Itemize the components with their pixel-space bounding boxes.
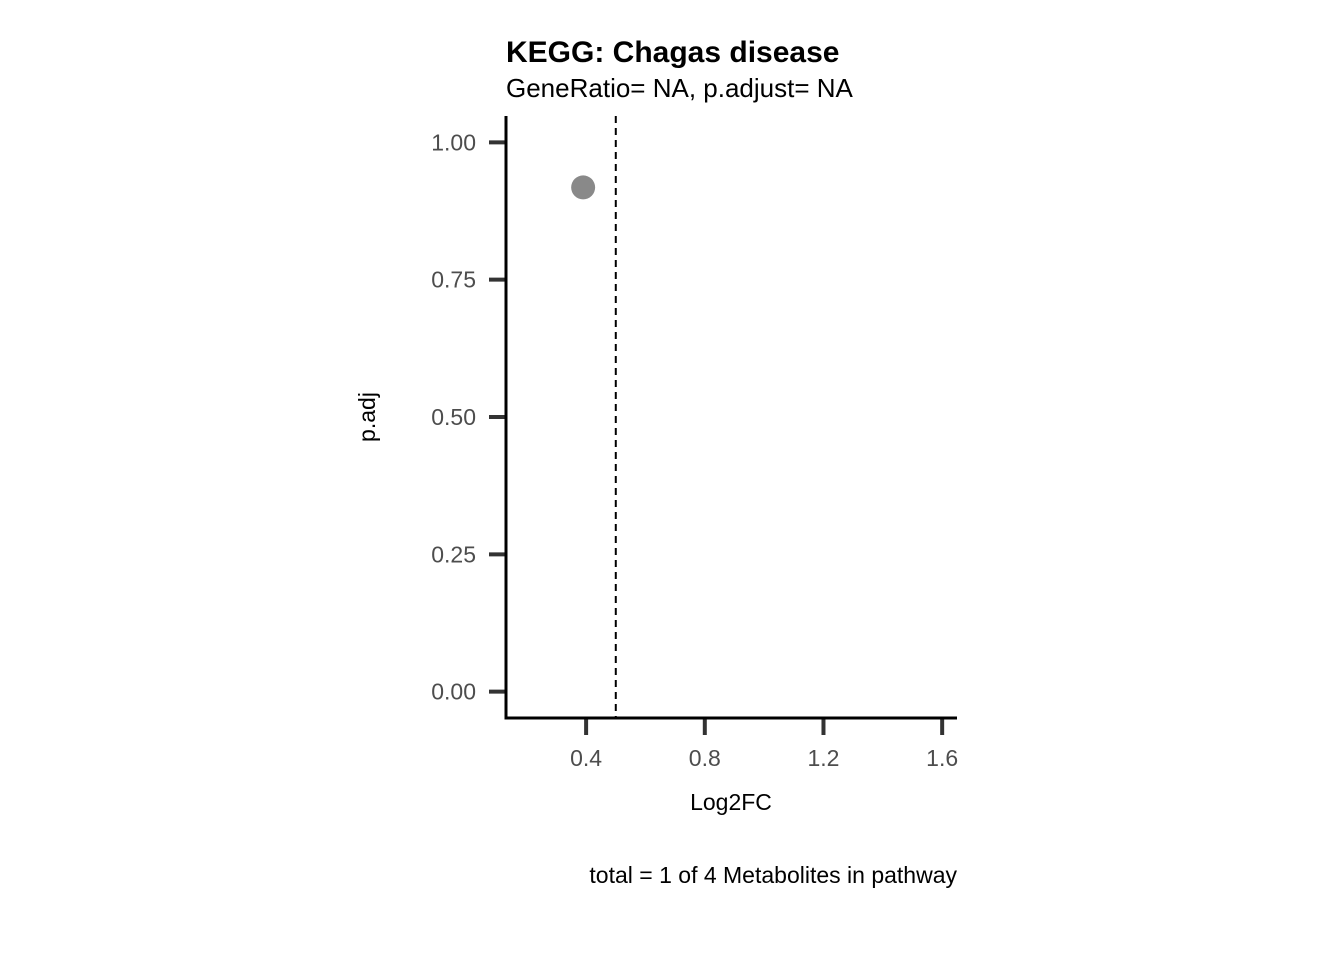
- x-tick-label: 1.6: [926, 745, 958, 771]
- chart-caption: total = 1 of 4 Metabolites in pathway: [589, 862, 957, 888]
- x-tick-label: 0.8: [689, 745, 721, 771]
- y-tick-label: 0.25: [431, 541, 476, 567]
- data-point: [571, 175, 596, 200]
- y-tick-label: 1.00: [431, 129, 476, 155]
- y-axis-ticks: 0.00 0.25 0.50 0.75 1.00: [431, 129, 506, 705]
- chart-title: KEGG: Chagas disease: [506, 36, 839, 69]
- x-axis-title: Log2FC: [690, 789, 772, 815]
- x-tick-label: 0.4: [570, 745, 602, 771]
- x-axis-ticks: 0.4 0.8 1.2 1.6: [570, 718, 958, 771]
- data-points: [571, 175, 596, 200]
- y-tick-label: 0.00: [431, 679, 476, 705]
- x-tick-label: 1.2: [807, 745, 839, 771]
- y-axis-title: p.adj: [354, 392, 380, 442]
- chart-subtitle: GeneRatio= NA, p.adjust= NA: [506, 73, 854, 103]
- y-tick-label: 0.75: [431, 267, 476, 293]
- y-tick-label: 0.50: [431, 404, 476, 430]
